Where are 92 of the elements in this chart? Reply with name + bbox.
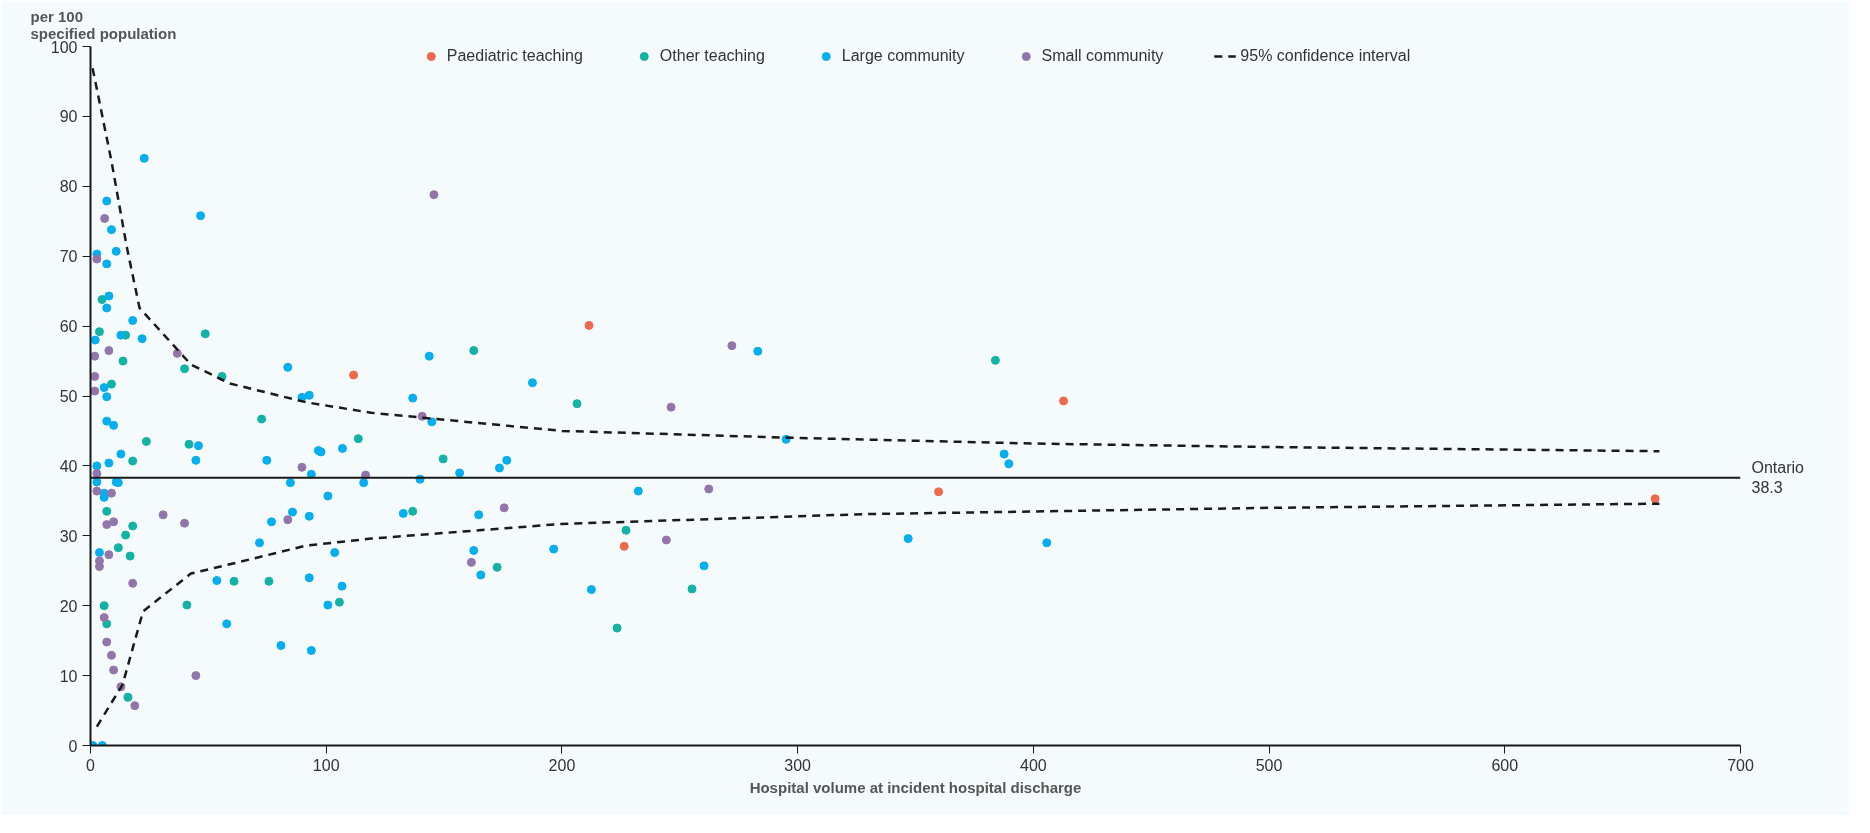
point [125, 551, 135, 561]
point [200, 329, 210, 339]
x-tick-label: 100 [312, 756, 340, 774]
legend-label: 95% confidence interval [1240, 47, 1411, 65]
point [661, 535, 671, 545]
point [704, 484, 714, 494]
point [90, 386, 100, 396]
point [90, 351, 100, 361]
point [492, 562, 502, 572]
point [106, 650, 116, 660]
point [109, 665, 119, 675]
point [158, 510, 168, 520]
point [104, 550, 114, 560]
point [180, 364, 190, 374]
point [94, 327, 104, 337]
point [100, 213, 110, 223]
x-tick-label: 400 [1020, 756, 1047, 774]
point [408, 506, 418, 516]
point [499, 503, 509, 513]
point [102, 637, 112, 647]
point [180, 518, 190, 528]
point [99, 613, 109, 623]
point [1059, 396, 1069, 406]
point [572, 399, 582, 409]
point [121, 530, 131, 540]
x-tick-label: 0 [86, 756, 96, 774]
x-tick-label: 700 [1727, 756, 1754, 774]
x-tick-label: 600 [1491, 756, 1519, 774]
point [191, 671, 201, 681]
point [934, 487, 944, 497]
legend-label: Small community [1041, 47, 1164, 65]
y-tick-label: 0 [68, 737, 78, 755]
point [106, 488, 116, 498]
point [466, 557, 476, 567]
ref-line-label: Ontario 38.3 [1751, 459, 1805, 497]
point [106, 379, 116, 389]
point [469, 346, 479, 356]
point [612, 623, 622, 633]
point [90, 371, 100, 381]
point [621, 525, 631, 535]
point [118, 356, 128, 366]
x-axis-title: Hospital volume at incident hospital discharge [749, 778, 1082, 796]
point [584, 320, 594, 330]
point [128, 578, 138, 588]
y-tick-label: 80 [59, 178, 78, 196]
point [687, 584, 697, 594]
y-tick-label: 10 [59, 667, 78, 685]
point [99, 601, 109, 611]
point [141, 436, 151, 446]
point [113, 543, 123, 553]
point [128, 521, 138, 531]
point [104, 346, 114, 356]
y-tick-label: 70 [59, 248, 78, 266]
point [123, 692, 133, 702]
point [349, 370, 359, 380]
x-tick-label: 300 [784, 756, 812, 774]
x-tick-label: 500 [1255, 756, 1283, 774]
point [990, 355, 1000, 365]
y-tick-label: 30 [59, 527, 78, 545]
point [182, 600, 192, 610]
legend-label: Paediatric teaching [446, 47, 583, 65]
point [229, 576, 239, 586]
point [666, 402, 676, 412]
point [353, 434, 363, 444]
point [97, 295, 107, 305]
point [1650, 494, 1660, 504]
y-tick-label: 20 [59, 597, 78, 615]
point [128, 456, 138, 466]
point [102, 506, 112, 516]
point [172, 348, 182, 358]
point [438, 454, 448, 464]
point [257, 414, 267, 424]
point [727, 341, 737, 351]
point [283, 515, 293, 525]
point [334, 597, 344, 607]
point [92, 486, 102, 496]
point [184, 439, 194, 449]
point [109, 517, 119, 527]
point [130, 701, 140, 711]
point [429, 190, 439, 200]
y-tick-label: 60 [59, 318, 78, 336]
point [264, 576, 274, 586]
point [619, 541, 629, 551]
x-tick-label: 200 [548, 756, 576, 774]
y-tick-label: 50 [59, 388, 78, 405]
point [297, 462, 307, 472]
legend-label: Other teaching [659, 47, 765, 65]
legend-label: Large community [841, 47, 965, 65]
y-tick-label: 40 [59, 457, 78, 475]
y-tick-label: 90 [59, 108, 78, 126]
point [102, 520, 112, 530]
point [92, 254, 102, 264]
